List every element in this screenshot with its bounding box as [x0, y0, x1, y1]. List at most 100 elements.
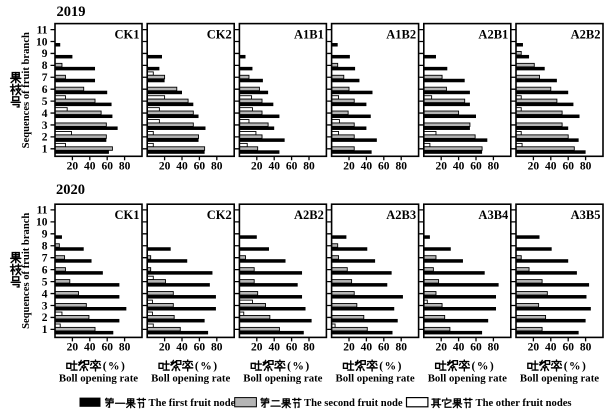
- svg-text:7: 7: [42, 72, 48, 84]
- svg-text:The first fruit node: The first fruit node: [149, 398, 236, 409]
- svg-text:The second fruit node: The second fruit node: [304, 398, 403, 409]
- svg-text:5: 5: [42, 96, 48, 108]
- svg-text:20: 20: [343, 342, 355, 354]
- svg-text:1: 1: [42, 144, 48, 156]
- svg-text:(%): (%): [103, 360, 127, 372]
- svg-text:60: 60: [378, 161, 390, 173]
- svg-text:(%): (%): [287, 360, 311, 372]
- svg-text:60: 60: [194, 342, 206, 354]
- svg-text:3: 3: [42, 300, 48, 312]
- svg-text:A3B5: A3B5: [571, 208, 601, 222]
- svg-text:(%): (%): [379, 360, 403, 372]
- svg-text:The other fruit nodes: The other fruit nodes: [476, 398, 572, 409]
- svg-text:40: 40: [268, 342, 280, 354]
- svg-text:40: 40: [545, 161, 557, 173]
- svg-text:A3B4: A3B4: [478, 208, 509, 222]
- svg-text:20: 20: [159, 161, 171, 173]
- svg-text:80: 80: [211, 342, 223, 354]
- svg-text:60: 60: [194, 161, 206, 173]
- svg-text:20: 20: [343, 161, 355, 173]
- svg-text:(%): (%): [195, 360, 219, 372]
- svg-text:20: 20: [159, 342, 171, 354]
- svg-text:2020: 2020: [56, 182, 85, 198]
- svg-text:40: 40: [361, 342, 373, 354]
- svg-text:20: 20: [528, 161, 540, 173]
- svg-text:20: 20: [67, 342, 79, 354]
- svg-text:5: 5: [42, 276, 48, 288]
- svg-text:A1B2: A1B2: [386, 27, 416, 41]
- svg-text:Boll opening rate: Boll opening rate: [520, 372, 599, 384]
- svg-text:40: 40: [453, 342, 465, 354]
- svg-text:40: 40: [84, 161, 96, 173]
- svg-text:8: 8: [42, 241, 48, 253]
- svg-text:60: 60: [562, 342, 574, 354]
- svg-text:60: 60: [286, 161, 298, 173]
- svg-text:40: 40: [176, 342, 188, 354]
- svg-text:A2B2: A2B2: [571, 27, 601, 41]
- svg-text:9: 9: [42, 229, 48, 241]
- svg-text:A2B2: A2B2: [294, 208, 324, 222]
- svg-text:3: 3: [42, 120, 48, 132]
- svg-text:60: 60: [470, 161, 482, 173]
- svg-text:60: 60: [286, 342, 298, 354]
- svg-text:Boll opening rate: Boll opening rate: [59, 372, 138, 384]
- svg-text:A1B1: A1B1: [294, 27, 324, 41]
- svg-text:80: 80: [119, 342, 131, 354]
- svg-text:1: 1: [42, 324, 48, 336]
- svg-text:10: 10: [36, 217, 48, 229]
- svg-text:A2B1: A2B1: [478, 27, 508, 41]
- svg-text:20: 20: [251, 161, 263, 173]
- svg-text:60: 60: [101, 342, 113, 354]
- svg-text:20: 20: [528, 342, 540, 354]
- svg-text:Sequences of fruit branch: Sequences of fruit branch: [21, 32, 32, 148]
- svg-text:20: 20: [435, 161, 447, 173]
- svg-text:CK1: CK1: [115, 208, 140, 222]
- svg-text:7: 7: [42, 253, 48, 265]
- svg-text:80: 80: [211, 161, 223, 173]
- svg-text:A2B3: A2B3: [386, 208, 416, 222]
- svg-text:20: 20: [435, 342, 447, 354]
- svg-text:2019: 2019: [57, 4, 86, 20]
- svg-text:Boll opening rate: Boll opening rate: [428, 372, 507, 384]
- svg-text:40: 40: [361, 161, 373, 173]
- svg-text:11: 11: [37, 24, 48, 36]
- svg-text:60: 60: [378, 342, 390, 354]
- svg-text:40: 40: [84, 342, 96, 354]
- svg-text:80: 80: [488, 342, 500, 354]
- svg-text:CK2: CK2: [207, 27, 232, 41]
- svg-text:Boll opening rate: Boll opening rate: [243, 372, 322, 384]
- svg-text:80: 80: [303, 342, 315, 354]
- svg-text:CK2: CK2: [207, 208, 232, 222]
- svg-text:9: 9: [42, 48, 48, 60]
- svg-text:40: 40: [268, 161, 280, 173]
- svg-text:(%): (%): [472, 360, 496, 372]
- svg-text:60: 60: [470, 342, 482, 354]
- svg-text:6: 6: [42, 264, 48, 276]
- svg-text:2: 2: [42, 312, 48, 324]
- svg-text:(%): (%): [564, 360, 588, 372]
- svg-text:11: 11: [37, 205, 48, 217]
- svg-text:80: 80: [119, 161, 131, 173]
- svg-text:Boll opening rate: Boll opening rate: [336, 372, 415, 384]
- svg-text:2: 2: [42, 132, 48, 144]
- svg-text:20: 20: [67, 161, 79, 173]
- svg-text:4: 4: [42, 288, 48, 300]
- svg-text:40: 40: [545, 342, 557, 354]
- svg-text:60: 60: [562, 161, 574, 173]
- svg-text:80: 80: [580, 342, 592, 354]
- svg-text:80: 80: [395, 342, 407, 354]
- svg-text:80: 80: [488, 161, 500, 173]
- svg-text:Sequences of fruit branch: Sequences of fruit branch: [21, 213, 32, 329]
- svg-text:6: 6: [42, 84, 48, 96]
- svg-text:10: 10: [36, 36, 48, 48]
- svg-text:60: 60: [101, 161, 113, 173]
- svg-text:40: 40: [176, 161, 188, 173]
- svg-text:80: 80: [395, 161, 407, 173]
- svg-text:4: 4: [42, 108, 48, 120]
- svg-text:20: 20: [251, 342, 263, 354]
- svg-text:8: 8: [42, 60, 48, 72]
- svg-text:40: 40: [453, 161, 465, 173]
- svg-text:CK1: CK1: [115, 27, 140, 41]
- svg-text:80: 80: [303, 161, 315, 173]
- svg-text:Boll opening rate: Boll opening rate: [151, 372, 230, 384]
